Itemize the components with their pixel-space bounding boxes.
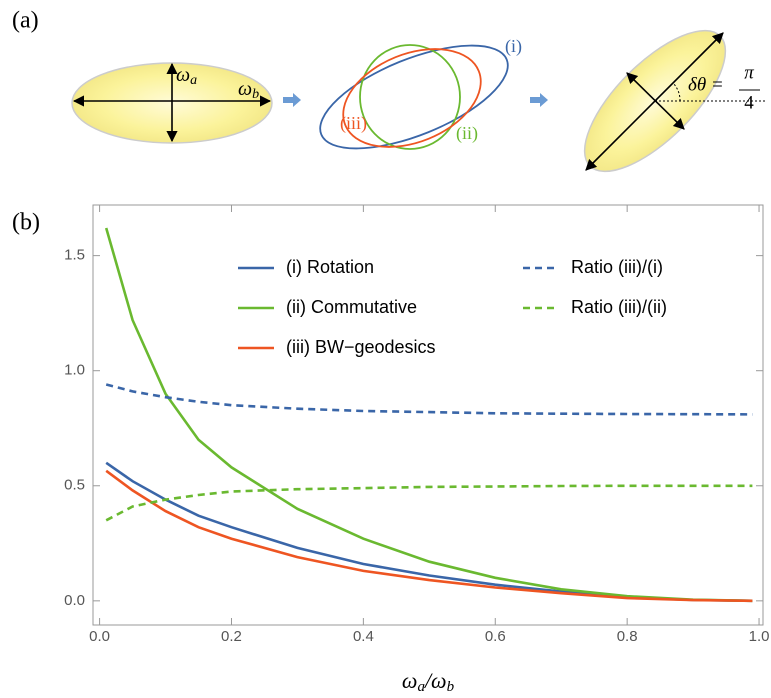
legend-label: Ratio (iii)/(ii)	[571, 297, 667, 317]
omega-a: ωa	[176, 64, 197, 89]
angle-arc	[672, 82, 681, 102]
y-tick-label: 0.0	[64, 592, 85, 609]
omega-b: ωb	[238, 78, 259, 103]
delta-theta: δθ =	[688, 74, 724, 95]
x-tick-label: 1.0	[749, 628, 770, 645]
label-i: (i)	[505, 36, 522, 57]
ellipse-i	[319, 44, 509, 150]
series-line	[105, 383, 753, 416]
panel-label: (a)	[12, 8, 39, 34]
legend-label: Ratio (iii)/(i)	[571, 257, 663, 277]
x-tick-label: 0.4	[353, 628, 374, 645]
label-ii: (ii)	[456, 123, 478, 144]
plot-frame	[92, 204, 764, 626]
y-tick-label: 1.0	[64, 362, 85, 379]
four: 4	[744, 92, 754, 113]
y-tick-label: 1.5	[64, 247, 85, 264]
x-axis-label: ωa/ωb	[402, 668, 455, 695]
panel-label: (b)	[12, 210, 40, 236]
series-line	[105, 469, 753, 603]
ellipse-iii	[342, 48, 482, 148]
step-arrow	[530, 93, 548, 107]
series-line	[104, 227, 753, 603]
legend-label: (i) Rotation	[286, 257, 374, 277]
step-arrow	[283, 93, 301, 107]
label-iii: (iii)	[340, 113, 367, 134]
series-line	[105, 484, 753, 522]
x-tick-label: 0.8	[617, 628, 638, 645]
legend-label: (iii) BW−geodesics	[286, 337, 436, 357]
x-tick-label: 0.2	[221, 628, 242, 645]
ellipse-ii	[359, 44, 461, 150]
legend-label: (ii) Commutative	[286, 297, 417, 317]
x-tick-label: 0.0	[89, 628, 110, 645]
pi: π	[744, 62, 754, 83]
y-tick-label: 0.5	[64, 477, 85, 494]
x-tick-label: 0.6	[485, 628, 506, 645]
